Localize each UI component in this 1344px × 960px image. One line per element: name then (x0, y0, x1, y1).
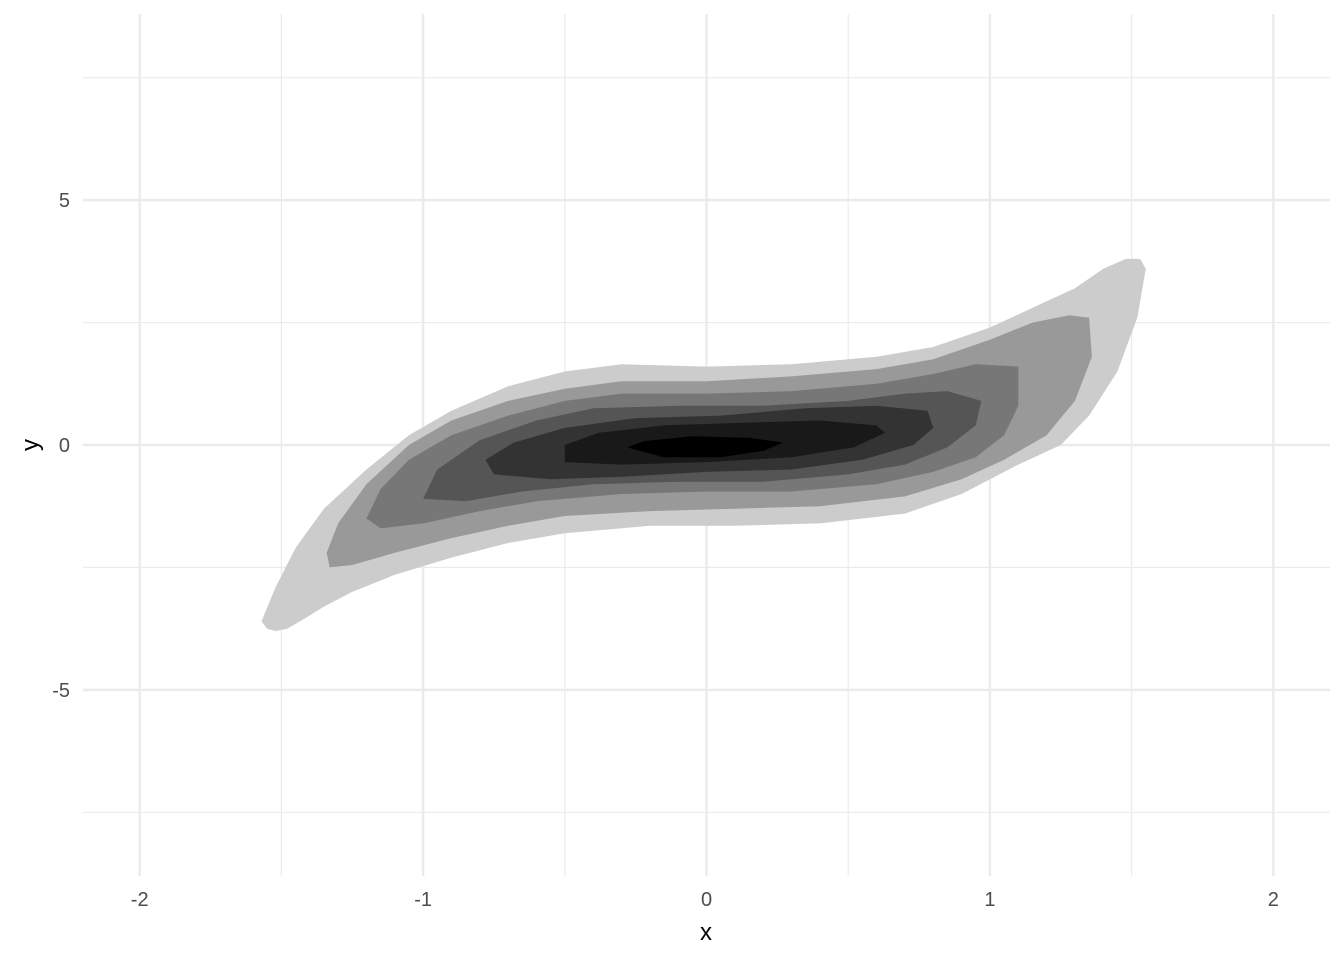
x-tick-label: 1 (984, 889, 995, 911)
density-contour-bands (261, 258, 1146, 632)
y-axis-tick-labels: -5 0 5 (52, 190, 70, 702)
y-axis-title: y (17, 439, 44, 451)
x-tick-label: 2 (1268, 889, 1279, 911)
x-axis-tick-labels: -2 -1 0 1 2 (131, 889, 1279, 911)
y-tick-label: 0 (59, 435, 70, 457)
contour-band-level-7 (627, 436, 783, 458)
y-tick-label: 5 (59, 190, 70, 212)
x-axis-title: x (700, 919, 712, 946)
x-tick-label: -1 (414, 889, 432, 911)
y-tick-label: -5 (52, 680, 70, 702)
x-tick-label: 0 (701, 889, 712, 911)
x-tick-label: -2 (131, 889, 149, 911)
major-gridlines (83, 14, 1330, 876)
